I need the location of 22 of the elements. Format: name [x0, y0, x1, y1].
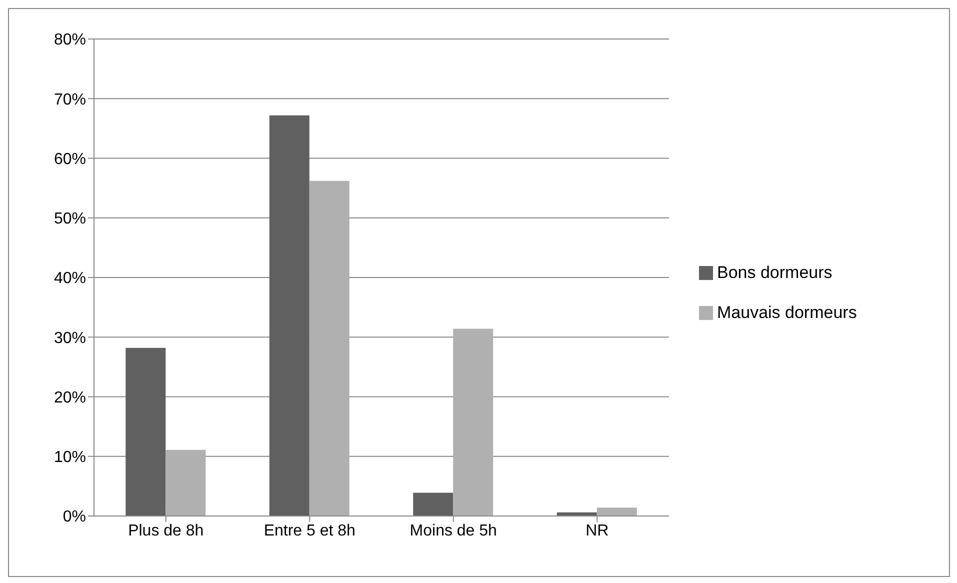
y-tick-label: 30%	[54, 330, 86, 347]
y-tick-label: 50%	[54, 210, 86, 228]
y-tick-label: 80%	[54, 32, 86, 49]
bar	[413, 492, 454, 516]
y-tick-label: 60%	[54, 150, 86, 168]
x-tick-label: NR	[586, 522, 609, 540]
bar	[269, 115, 310, 516]
bar	[126, 348, 166, 516]
y-tick-label: 0%	[62, 508, 86, 526]
bar	[166, 450, 206, 516]
x-tick-label: Moins de 5h	[410, 522, 497, 540]
y-tick-label: 40%	[54, 270, 86, 288]
y-tick-label: 10%	[54, 449, 86, 466]
bar	[596, 508, 637, 516]
x-tick-label: Entre 5 et 8h	[264, 522, 356, 540]
bar	[309, 180, 350, 516]
x-tick-label: Plus de 8h	[128, 522, 204, 540]
legend-label: Mauvais dormeurs	[717, 302, 857, 322]
legend-label: Bons dormeurs	[717, 262, 832, 282]
y-tick-label: 20%	[54, 389, 86, 406]
bar	[453, 328, 494, 516]
y-tick-label: 70%	[54, 91, 86, 108]
